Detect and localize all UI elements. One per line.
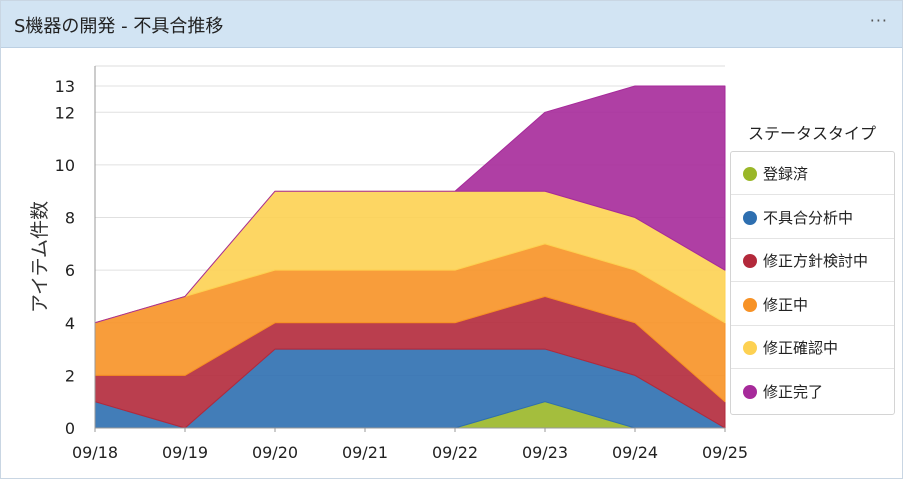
legend-item[interactable]: 不具合分析中 bbox=[731, 196, 894, 239]
legend-label: 修正完了 bbox=[763, 383, 824, 401]
y-tick-label: 4 bbox=[65, 314, 75, 333]
legend-swatch bbox=[743, 167, 757, 181]
legend-label: 不具合分析中 bbox=[763, 208, 854, 227]
y-tick-label: 12 bbox=[55, 103, 75, 122]
panel-title: S機器の開発 - 不具合推移 bbox=[14, 16, 224, 37]
legend-item[interactable]: 登録済 bbox=[731, 152, 894, 195]
y-tick-label: 8 bbox=[65, 209, 75, 228]
legend-item[interactable]: 修正方針検討中 bbox=[731, 239, 894, 283]
y-tick-label: 13 bbox=[55, 77, 75, 96]
legend-label: 修正方針検討中 bbox=[763, 252, 869, 271]
x-tick-label: 09/21 bbox=[342, 443, 388, 462]
x-tick-label: 09/25 bbox=[702, 443, 748, 462]
legend-item[interactable]: 修正中 bbox=[731, 283, 894, 326]
x-tick-label: 09/18 bbox=[72, 443, 118, 462]
legend-swatch bbox=[743, 254, 757, 269]
legend-item[interactable]: 修正確認中 bbox=[731, 326, 894, 370]
legend-item[interactable]: 修正完了 bbox=[731, 370, 894, 413]
x-tick-label: 09/20 bbox=[252, 443, 298, 462]
legend-label: 修正確認中 bbox=[763, 339, 839, 358]
x-tick-label: 09/24 bbox=[612, 443, 658, 462]
legend-label: 登録済 bbox=[763, 165, 809, 183]
y-tick-label: 6 bbox=[65, 261, 75, 280]
y-axis-label: アイテム件数 bbox=[29, 201, 51, 313]
legend-title: ステータスタイプ bbox=[748, 124, 877, 143]
x-tick-label: 09/23 bbox=[522, 443, 568, 462]
legend-label: 修正中 bbox=[763, 295, 809, 314]
legend-swatch bbox=[743, 341, 757, 356]
x-tick-label: 09/22 bbox=[432, 443, 478, 462]
more-options-icon[interactable]: ··· bbox=[869, 11, 888, 30]
panel-header: S機器の開発 - 不具合推移 ··· bbox=[1, 1, 902, 48]
area-series-6 bbox=[94, 85, 726, 324]
legend-swatch bbox=[743, 210, 757, 225]
legend-swatch bbox=[743, 385, 757, 399]
x-tick-label: 09/19 bbox=[162, 443, 208, 462]
y-tick-label: 10 bbox=[55, 156, 75, 175]
legend: 登録済不具合分析中 修正方針検討中 修正中修正確認中修正完了 bbox=[730, 151, 895, 415]
y-tick-label: 2 bbox=[65, 366, 75, 385]
y-tick-label: 0 bbox=[65, 419, 75, 438]
legend-swatch bbox=[743, 297, 757, 312]
